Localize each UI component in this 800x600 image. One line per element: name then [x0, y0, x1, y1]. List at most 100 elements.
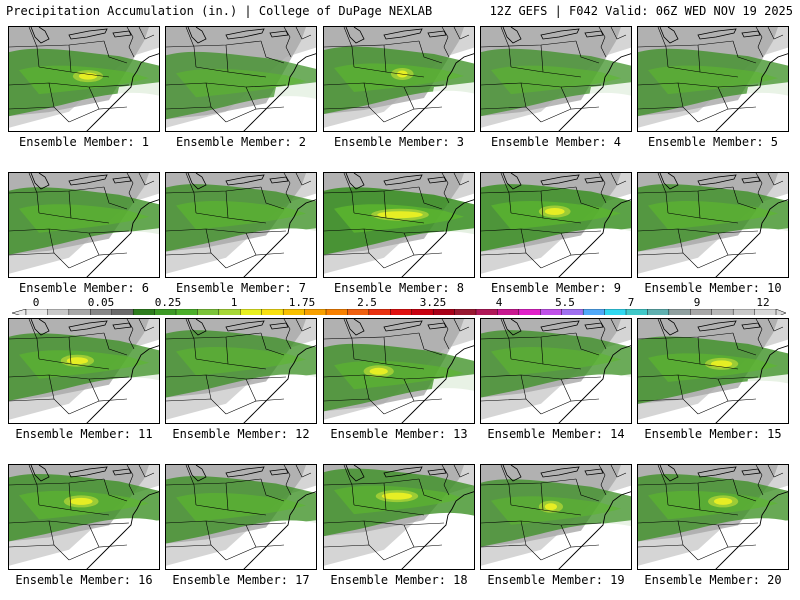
- ensemble-panel-16: Ensemble Member: 16: [8, 464, 160, 592]
- ensemble-panel-9: Ensemble Member: 9: [480, 172, 632, 300]
- colorbar-swatch: [68, 309, 91, 315]
- colorbar-swatch: [754, 309, 777, 315]
- colorbar-tick-label: 3.25: [419, 296, 447, 309]
- colorbar-swatch: [261, 309, 284, 315]
- member-map: [323, 172, 475, 278]
- colorbar-swatch: [111, 309, 134, 315]
- precip-map-graphic: [9, 465, 159, 569]
- ensemble-panel-7: Ensemble Member: 7: [165, 172, 317, 300]
- ensemble-panel-12: Ensemble Member: 12: [165, 318, 317, 446]
- colorbar-tick-label: 1: [230, 296, 238, 309]
- colorbar-swatch: [25, 309, 48, 315]
- member-caption: Ensemble Member: 8: [333, 281, 465, 295]
- member-caption: Ensemble Member: 2: [175, 135, 307, 149]
- colorbar-swatch: [411, 309, 434, 315]
- member-caption: Ensemble Member: 12: [172, 427, 310, 441]
- colorbar-tick-label: 0.25: [154, 296, 182, 309]
- ensemble-panel-11: Ensemble Member: 11: [8, 318, 160, 446]
- member-caption: Ensemble Member: 15: [644, 427, 782, 441]
- ensemble-panel-8: Ensemble Member: 8: [323, 172, 475, 300]
- colorbar-swatch: [240, 309, 263, 315]
- member-caption: Ensemble Member: 5: [647, 135, 779, 149]
- member-caption: Ensemble Member: 19: [487, 573, 625, 587]
- colorbar-tick-label: 9: [693, 296, 701, 309]
- ensemble-panel-14: Ensemble Member: 14: [480, 318, 632, 446]
- ensemble-panel-3: Ensemble Member: 3: [323, 26, 475, 154]
- colorbar-tick-label: 7: [627, 296, 635, 309]
- precip-map-graphic: [166, 173, 316, 277]
- member-caption: Ensemble Member: 10: [644, 281, 782, 295]
- ensemble-panel-1: Ensemble Member: 1: [8, 26, 160, 154]
- precip-map-graphic: [638, 465, 788, 569]
- ensemble-panel-4: Ensemble Member: 4: [480, 26, 632, 154]
- colorbar-tick-label: 5.5: [555, 296, 575, 309]
- member-caption: Ensemble Member: 17: [172, 573, 310, 587]
- member-map: [637, 464, 789, 570]
- colorbar-swatch: [711, 309, 734, 315]
- member-map: [8, 26, 160, 132]
- member-map: [637, 172, 789, 278]
- precip-colorbar: 0 0.05 0.25 1 1.75 2.5 3.25 4 5.5 7 9 12: [0, 296, 800, 320]
- colorbar-swatch: [518, 309, 541, 315]
- colorbar-tick-label: 12: [756, 296, 770, 309]
- member-caption: Ensemble Member: 1: [18, 135, 150, 149]
- precip-map-graphic: [9, 173, 159, 277]
- member-caption: Ensemble Member: 18: [330, 573, 468, 587]
- colorbar-swatch: [304, 309, 327, 315]
- member-caption: Ensemble Member: 14: [487, 427, 625, 441]
- colorbar-swatch: [668, 309, 691, 315]
- precip-map-graphic: [481, 319, 631, 423]
- colorbar-swatch: [368, 309, 391, 315]
- precip-map-graphic: [324, 319, 474, 423]
- precip-map-graphic: [166, 465, 316, 569]
- member-map: [8, 464, 160, 570]
- ensemble-panel-13: Ensemble Member: 13: [323, 318, 475, 446]
- member-map: [165, 172, 317, 278]
- ensemble-panel-15: Ensemble Member: 15: [637, 318, 789, 446]
- precip-map-graphic: [9, 319, 159, 423]
- precip-map-graphic: [638, 27, 788, 131]
- member-caption: Ensemble Member: 6: [18, 281, 150, 295]
- colorbar-swatch: [47, 309, 70, 315]
- ensemble-panel-17: Ensemble Member: 17: [165, 464, 317, 592]
- colorbar-swatch: [154, 309, 177, 315]
- member-map: [323, 318, 475, 424]
- precip-map-graphic: [481, 173, 631, 277]
- ensemble-panel-10: Ensemble Member: 10: [637, 172, 789, 300]
- colorbar-swatch: [132, 309, 156, 315]
- member-map: [8, 318, 160, 424]
- member-caption: Ensemble Member: 20: [644, 573, 782, 587]
- colorbar-swatch: [604, 309, 627, 315]
- member-caption: Ensemble Member: 9: [490, 281, 622, 295]
- member-caption: Ensemble Member: 11: [15, 427, 153, 441]
- member-map: [637, 318, 789, 424]
- model-run-info: 12Z GEFS | F042 Valid: 06Z WED NOV 19 20…: [489, 4, 793, 18]
- precip-map-graphic: [9, 27, 159, 131]
- colorbar-swatches: [12, 309, 787, 315]
- precip-map-graphic: [638, 319, 788, 423]
- colorbar-swatch: [475, 309, 498, 315]
- colorbar-swatch: [582, 309, 606, 315]
- colorbar-swatch: [347, 309, 370, 315]
- member-map: [323, 26, 475, 132]
- colorbar-swatch: [540, 309, 563, 315]
- colorbar-swatch: [325, 309, 348, 315]
- ensemble-panel-20: Ensemble Member: 20: [637, 464, 789, 592]
- member-caption: Ensemble Member: 3: [333, 135, 465, 149]
- precip-map-graphic: [638, 173, 788, 277]
- precip-map-graphic: [166, 27, 316, 131]
- colorbar-tick-label: 0: [32, 296, 40, 309]
- colorbar-swatch: [197, 309, 220, 315]
- colorbar-tick-label: 0.05: [87, 296, 115, 309]
- precip-map-graphic: [166, 319, 316, 423]
- ensemble-panel-6: Ensemble Member: 6: [8, 172, 160, 300]
- colorbar-tick-label: 4: [495, 296, 503, 309]
- colorbar-tick-label: 1.75: [288, 296, 316, 309]
- colorbar-swatch: [454, 309, 477, 315]
- member-caption: Ensemble Member: 13: [330, 427, 468, 441]
- member-map: [165, 26, 317, 132]
- colorbar-swatch: [497, 309, 520, 315]
- member-caption: Ensemble Member: 16: [15, 573, 153, 587]
- member-map: [480, 464, 632, 570]
- colorbar-swatch: [90, 309, 113, 315]
